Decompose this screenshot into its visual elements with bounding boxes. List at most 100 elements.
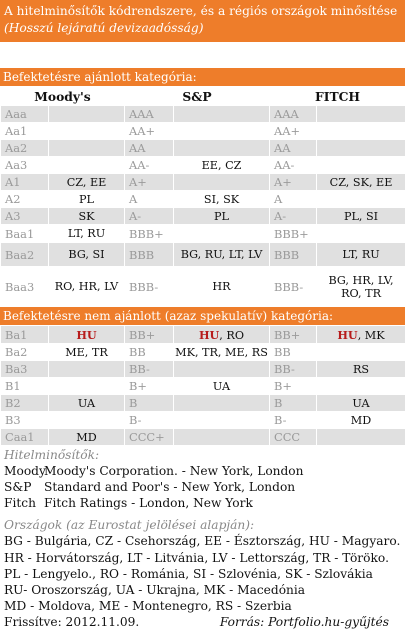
table-row: Aa3 AA- EE, CZ AA- [0,156,405,174]
moodys-code: A1 [0,173,49,191]
moodys-code: Aa2 [0,139,49,157]
agency-name: Standard and Poor's - New York, London [44,480,296,495]
moodys-countries: LT, RU [47,224,126,243]
header: A hitelminősítők kódrendszere, és a régi… [0,0,405,42]
moodys-countries: RO, HR, LV [47,266,126,307]
fitch-code: AA [269,139,318,157]
moodys-countries: BG, SI [47,242,126,267]
fitch-countries: RS [316,360,405,378]
sp-countries [173,394,270,412]
source-credit: Forrás: Portfolio.hu-gyűjtés [219,614,389,629]
sp-countries [173,122,271,140]
fitch-countries [316,190,405,208]
country-line: BG - Bulgária, CZ - Csehország, EE - Ész… [4,534,401,549]
sp-code: AA [124,139,175,157]
sp-countries [173,411,270,429]
moodys-code: B3 [0,411,49,429]
fitch-code: B+ [269,377,317,395]
sp-code: A [124,190,175,208]
table-row: Ba1 HU BB+ HU, RO BB+ HU, MK [0,325,405,344]
fitch-code: B [269,394,317,412]
moodys-code: Baa2 [0,242,49,267]
fitch-code: A- [269,207,318,225]
moodys-countries [47,156,126,174]
agency-name: Moody's Corporation. - New York, London [44,464,304,479]
fitch-code: AA+ [269,122,318,140]
agency-abbr: S&P [4,480,32,495]
speculative-grade-table: Ba1 HU BB+ HU, RO BB+ HU, MK Ba2 ME, TR BB… [0,325,405,446]
moodys-countries: UA [48,394,125,412]
fitch-countries: MD [316,411,405,429]
sp-code: AAA [124,105,175,123]
moodys-code: Aa3 [0,156,49,174]
fitch-countries [316,139,405,157]
table-row: Baa2 BG, SI BBB BG, RU, LT, LV BBB LT, RU [0,242,405,267]
sp-code: AA+ [124,122,175,140]
sp-countries [173,139,271,157]
table-row: Ba2 ME, TR BB MK, TR, ME, RS BB [0,343,405,361]
fitch-code: BBB+ [269,224,318,243]
sp-code: B- [124,411,174,429]
table-row: Aa1 AA+ AA+ [0,122,405,140]
fitch-countries [316,122,405,140]
table-row: A1 CZ, EE A+ A+ CZ, SK, EE [0,173,405,191]
investment-grade-rows: Aaa AAA AAA Aa1 AA+ AA+ Aa2 AA AA Aa3 AA- EE, CZ AA-… [0,105,405,307]
sp-code: AA- [124,156,175,174]
fitch-countries: HU, MK [316,325,405,344]
footer: Frissítve: 2012.11.09. Forrás: Portfolio… [4,614,405,630]
fitch-countries: BG, HR, LV, RO, TR [316,266,405,307]
moodys-code: B2 [0,394,49,412]
moodys-code: A2 [0,190,49,208]
fitch-code: BBB- [269,266,318,307]
moodys-code: Aaa [0,105,49,123]
fitch-code: CCC [269,428,317,446]
agency-list: Moody Moody's Corporation. - New York, Lo… [4,463,405,511]
table-row: Baa3 RO, HR, LV BBB- HR BBB- BG, HR, LV, RO, … [0,266,405,307]
country-line: PL - Lengyelo., RO - Románia, SI - Szlov… [4,566,373,581]
sp-code: BB [124,343,174,361]
fitch-code: BB+ [269,325,317,344]
fitch-code: A [269,190,318,208]
fitch-countries: PL, SI [316,207,405,225]
sp-code: BBB [124,242,175,267]
moodys-countries: CZ, EE [47,173,126,191]
agency-abbr: Moody [4,464,46,479]
sp-code: BB+ [124,325,174,344]
investment-grade-table: Moody's S&P FITCH Aaa AAA AAA Aa1 AA+ AA+ Aa2 A… [0,86,405,307]
fitch-code: BBB [269,242,318,267]
sp-code: BBB- [124,266,175,307]
sp-countries: EE, CZ [173,156,271,174]
sp-code: A- [124,207,175,225]
moodys-code: Ba2 [0,343,49,361]
fitch-code: BB- [269,360,317,378]
fitch-code: AA- [269,156,318,174]
table-row: A2 PL A SI, SK A [0,190,405,208]
sp-code: A+ [124,173,175,191]
table-row: B2 UA B B UA [0,394,405,412]
notes: Hitelminősítők: Moody Moody's Corporation… [0,446,405,630]
agencies-title: Hitelminősítők: [4,448,100,462]
fitch-code: A+ [269,173,318,191]
moodys-countries: ME, TR [48,343,125,361]
hu-highlight: HU [198,327,220,342]
sp-code: BBB+ [124,224,175,243]
sp-countries [173,428,270,446]
agency-name: Fitch Ratings - London, New York [44,496,253,511]
country-line: MD - Moldova, ME - Montenegro, RS - Szer… [4,598,292,613]
investment-grade-title: Befektetésre ajánlott kategória: [0,68,405,86]
moodys-countries: PL [47,190,126,208]
moodys-code: A3 [0,207,49,225]
fitch-countries [316,156,405,174]
moodys-code: B1 [0,377,49,395]
moodys-code: Caa1 [0,428,49,446]
country-line: HR - Horvátország, LT - Litvánia, LV - L… [4,550,390,565]
moodys-countries: SK [47,207,126,225]
moodys-countries [48,377,125,395]
speculative-grade-title: Befektetésre nem ajánlott (azaz spekulat… [0,307,405,325]
fitch-countries [316,377,405,395]
moodys-countries: HU [48,325,125,344]
sp-countries [173,173,271,191]
table-row: Caa1 MD CCC+ CCC [0,428,405,446]
sp-countries: MK, TR, ME, RS [173,343,270,361]
moodys-code: Ba3 [0,360,49,378]
